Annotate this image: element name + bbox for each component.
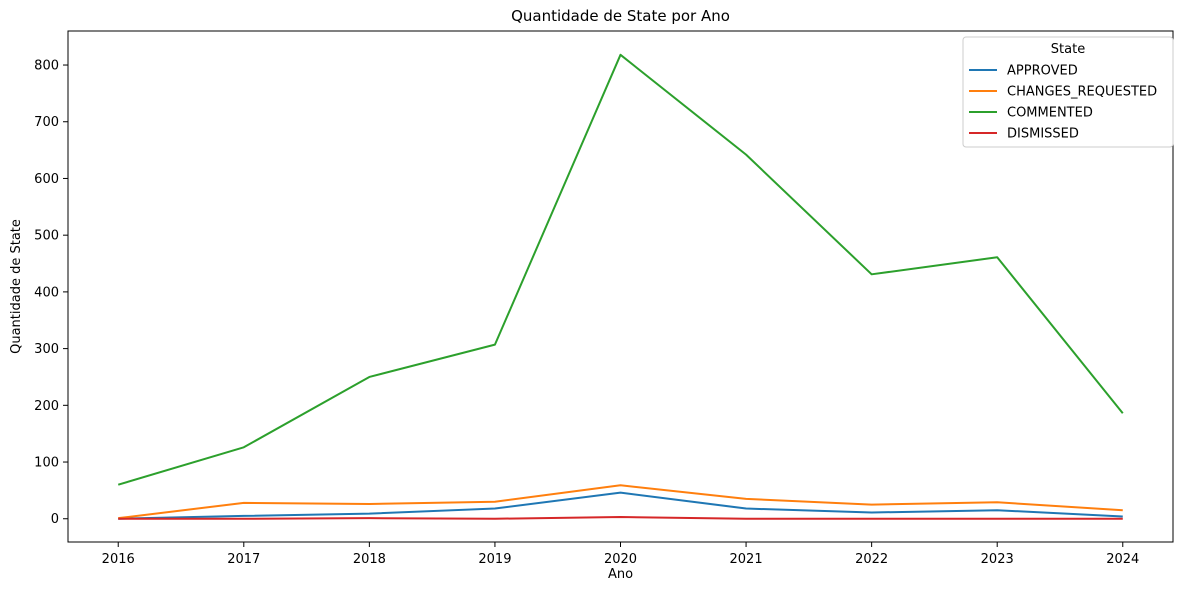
legend-label: DISMISSED bbox=[1007, 127, 1079, 142]
y-tick-label: 200 bbox=[34, 399, 59, 414]
y-tick-label: 500 bbox=[34, 229, 59, 244]
y-tick-label: 700 bbox=[34, 115, 59, 130]
x-tick-label: 2023 bbox=[981, 552, 1014, 567]
x-axis: 2016 2017 2018 2019 2020 2021 2022 2023 2024 bbox=[102, 542, 1139, 567]
x-tick-label: 2022 bbox=[855, 552, 888, 567]
legend-label: APPROVED bbox=[1007, 64, 1078, 79]
legend: State APPROVED CHANGES_REQUESTED COMMENTED… bbox=[962, 36, 1174, 148]
series-layer bbox=[117, 53, 1124, 520]
y-tick-label: 400 bbox=[34, 285, 59, 300]
series-line-approved bbox=[118, 491, 1123, 520]
x-tick-label: 2016 bbox=[102, 552, 135, 567]
series-line-commented bbox=[117, 53, 1124, 486]
legend-label: CHANGES_REQUESTED bbox=[1007, 85, 1157, 100]
y-tick-label: 100 bbox=[34, 456, 59, 471]
chart-title: Quantidade de State por Ano bbox=[511, 7, 730, 25]
y-tick-label: 0 bbox=[51, 512, 59, 527]
legend-label: COMMENTED bbox=[1007, 106, 1093, 121]
legend-box bbox=[962, 36, 1174, 148]
x-tick-label: 2024 bbox=[1106, 552, 1139, 567]
x-tick-label: 2019 bbox=[478, 552, 511, 567]
y-axis: 0 100 200 300 400 500 600 700 800 bbox=[34, 59, 68, 527]
series-line-changes-requested bbox=[118, 484, 1123, 520]
series-line-dismissed bbox=[118, 516, 1123, 520]
x-axis-title: Ano bbox=[608, 567, 633, 582]
x-tick-label: 2021 bbox=[730, 552, 763, 567]
x-tick-label: 2020 bbox=[604, 552, 637, 567]
y-tick-label: 800 bbox=[34, 59, 59, 74]
y-axis-title: Quantidade de State bbox=[9, 219, 24, 354]
y-tick-label: 300 bbox=[34, 342, 59, 357]
legend-title: State bbox=[1051, 42, 1085, 57]
x-tick-label: 2017 bbox=[227, 552, 260, 567]
x-tick-label: 2018 bbox=[353, 552, 386, 567]
y-tick-label: 600 bbox=[34, 172, 59, 187]
